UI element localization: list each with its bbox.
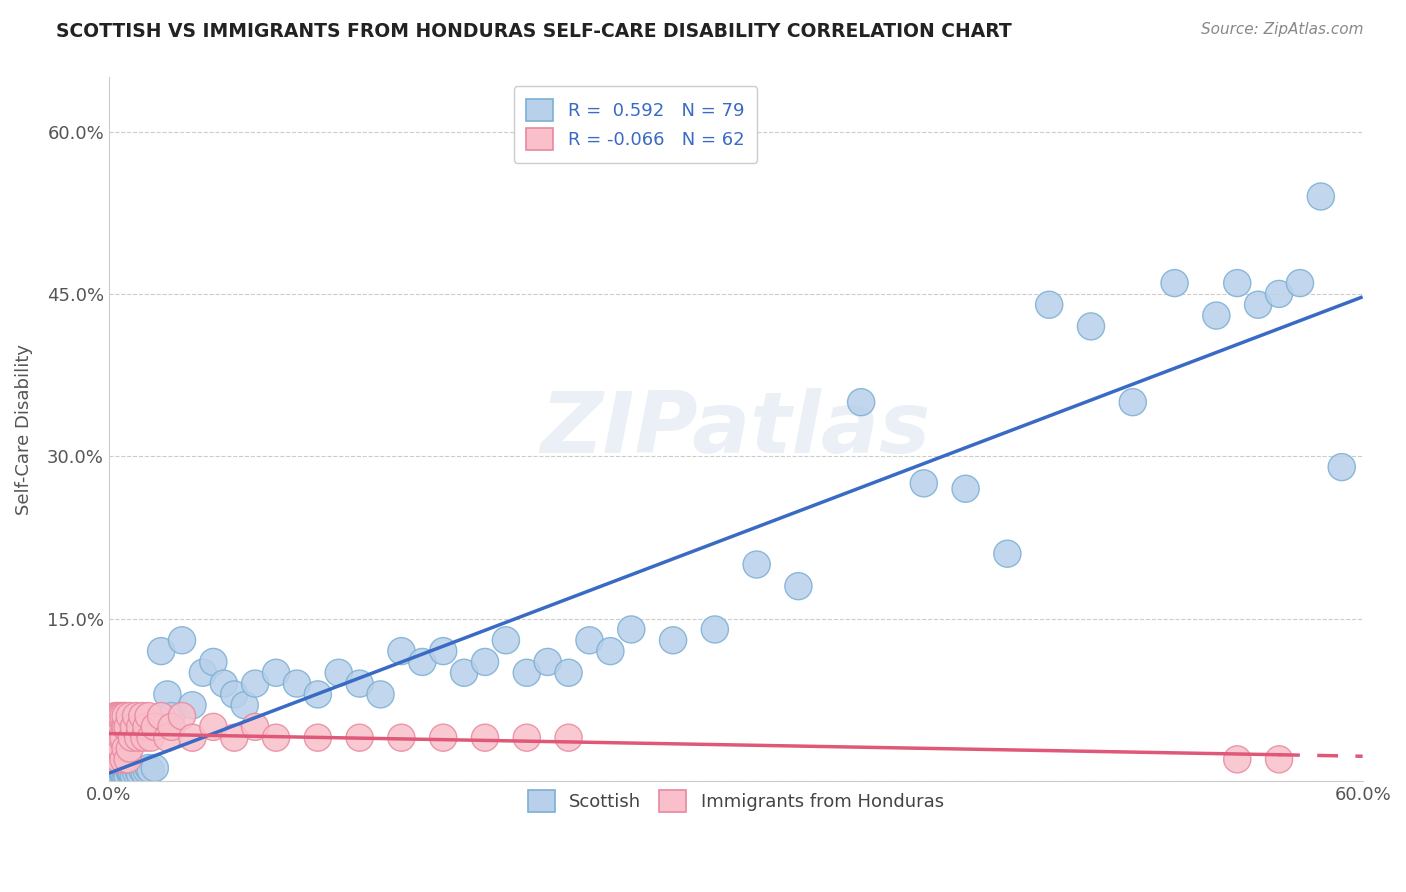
Text: Source: ZipAtlas.com: Source: ZipAtlas.com: [1201, 22, 1364, 37]
Text: SCOTTISH VS IMMIGRANTS FROM HONDURAS SELF-CARE DISABILITY CORRELATION CHART: SCOTTISH VS IMMIGRANTS FROM HONDURAS SEL…: [56, 22, 1012, 41]
Y-axis label: Self-Care Disability: Self-Care Disability: [15, 343, 32, 515]
Legend: Scottish, Immigrants from Honduras: Scottish, Immigrants from Honduras: [515, 778, 956, 825]
Text: ZIPatlas: ZIPatlas: [541, 388, 931, 471]
